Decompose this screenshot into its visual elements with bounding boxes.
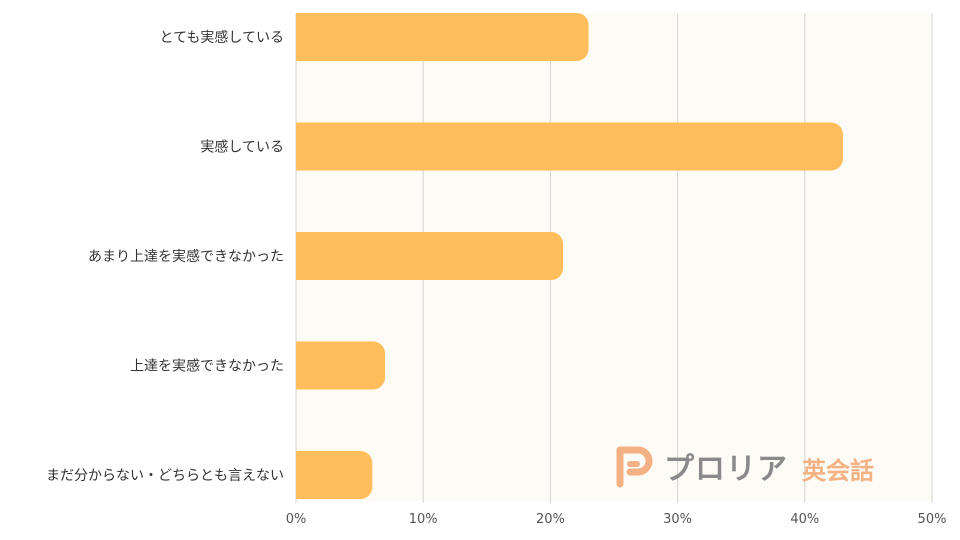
category-label: 実感している	[200, 139, 284, 156]
x-tick-label: 10%	[409, 512, 438, 527]
brand-name: プロリア	[664, 452, 788, 487]
bar-base-4	[296, 451, 310, 499]
bar-2	[296, 232, 564, 280]
category-labels: とても実感している実感しているあまり上達を実感できなかった上達を実感できなかった…	[46, 29, 284, 484]
x-tick-label: 0%	[286, 512, 307, 527]
bar-1	[296, 122, 843, 171]
brand-subtitle: 英会話	[802, 456, 874, 485]
category-label: まだ分からない・どちらとも言えない	[46, 468, 284, 484]
category-label: あまり上達を実感できなかった	[88, 248, 284, 265]
brand-logo: プロリア 英会話	[614, 444, 874, 488]
category-label: とても実感している	[160, 29, 284, 46]
bar-4	[296, 451, 373, 499]
brand-p-icon	[616, 446, 653, 488]
bar-base-2	[296, 232, 310, 280]
category-label: 上達を実感できなかった	[130, 358, 284, 375]
x-tick-labels: 0% 10% 20% 30% 40% 50%	[286, 512, 947, 527]
x-tick-label: 50%	[918, 512, 947, 527]
bar-base-0	[296, 13, 310, 61]
bar-base-3	[296, 341, 310, 390]
x-tick-label: 30%	[663, 512, 692, 527]
x-tick-label: 20%	[536, 512, 565, 527]
bar-3	[296, 341, 386, 390]
x-tick-label: 40%	[790, 512, 819, 527]
bars	[296, 13, 843, 499]
bar-0	[296, 13, 589, 61]
bar-base-1	[296, 122, 310, 171]
